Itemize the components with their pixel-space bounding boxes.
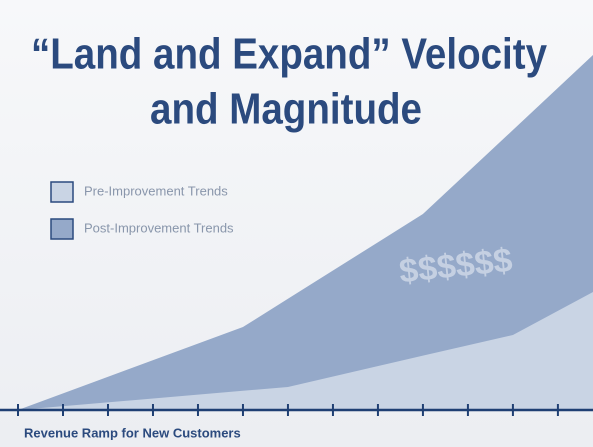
area	[17, 55, 593, 410]
legend-label: Post-Improvement Trends	[84, 220, 234, 235]
chart-title: and Magnitude	[150, 85, 422, 134]
legend-swatch	[50, 181, 74, 203]
area	[17, 292, 593, 410]
legend-swatch	[50, 218, 74, 240]
chart-title: “Land and Expand” Velocity	[31, 30, 547, 79]
x-axis-label: Revenue Ramp for New Customers	[24, 425, 241, 440]
legend-label: Pre-Improvement Trends	[84, 183, 228, 198]
